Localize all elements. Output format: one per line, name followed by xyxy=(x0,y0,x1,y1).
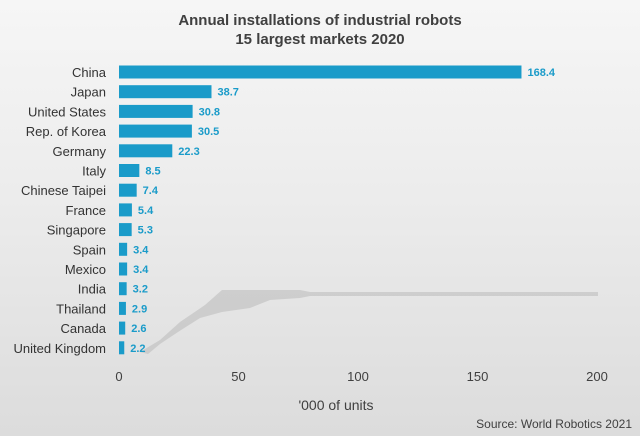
value-label: 22.3 xyxy=(178,146,199,158)
bar xyxy=(119,223,132,237)
category-label: United Kingdom xyxy=(14,341,107,356)
bar xyxy=(119,242,128,256)
value-label: 3.2 xyxy=(133,284,148,296)
x-tick-label: 150 xyxy=(467,369,489,384)
bar xyxy=(119,203,132,217)
bar xyxy=(119,282,127,296)
bars-layer xyxy=(119,65,522,355)
value-label: 7.4 xyxy=(143,185,159,197)
value-label: 30.8 xyxy=(199,106,220,118)
value-label: 5.4 xyxy=(138,205,154,217)
category-label: Thailand xyxy=(56,301,106,316)
category-label: Rep. of Korea xyxy=(26,124,107,139)
bar xyxy=(119,301,126,315)
bar xyxy=(119,85,212,99)
category-label: Canada xyxy=(60,321,106,336)
value-label: 168.4 xyxy=(527,67,555,79)
x-axis-label: '000 of units xyxy=(298,397,373,413)
bar xyxy=(119,65,522,79)
x-axis-ticks: 0 50 100 150 200 xyxy=(115,369,607,384)
value-label: 3.4 xyxy=(133,244,149,256)
value-label: 3.4 xyxy=(133,264,149,276)
bar xyxy=(119,164,140,177)
value-label: 30.5 xyxy=(198,126,219,138)
x-tick-label: 50 xyxy=(231,369,245,384)
value-label: 2.6 xyxy=(131,323,146,335)
category-label: Japan xyxy=(71,85,106,100)
value-label: 38.7 xyxy=(217,87,238,99)
x-tick-label: 100 xyxy=(347,369,369,384)
bar xyxy=(119,144,173,158)
chart-title: Annual installations of industrial robot… xyxy=(178,12,461,29)
bar xyxy=(119,321,126,335)
bar xyxy=(119,341,125,355)
bar xyxy=(119,124,192,138)
category-label: Chinese Taipei xyxy=(21,183,106,198)
value-labels: 168.4 38.7 30.8 30.5 22.3 8.5 7.4 5.4 5.3 3.4 3.4 3… xyxy=(130,67,556,355)
category-labels: China Japan United States Rep. of Korea Germ… xyxy=(14,65,107,356)
category-label: Singapore xyxy=(47,223,106,238)
bar xyxy=(119,104,193,118)
robot-arm-watermark xyxy=(140,290,598,354)
category-label: China xyxy=(72,65,107,80)
value-label: 8.5 xyxy=(145,166,160,178)
category-label: United States xyxy=(28,104,107,119)
value-label: 2.2 xyxy=(130,343,145,355)
category-label: Italy xyxy=(82,164,106,179)
chart-subtitle: 15 largest markets 2020 xyxy=(235,31,404,48)
category-label: Mexico xyxy=(65,262,106,277)
value-label: 5.3 xyxy=(138,225,153,237)
category-label: Germany xyxy=(53,144,107,159)
category-label: India xyxy=(78,282,107,297)
value-label: 2.9 xyxy=(132,303,147,315)
category-label: France xyxy=(66,203,106,218)
source-note: Source: World Robotics 2021 xyxy=(476,417,632,431)
x-tick-label: 0 xyxy=(115,369,122,384)
bar xyxy=(119,183,137,197)
x-tick-label: 200 xyxy=(586,369,608,384)
bar xyxy=(119,262,128,276)
category-label: Spain xyxy=(73,242,106,257)
